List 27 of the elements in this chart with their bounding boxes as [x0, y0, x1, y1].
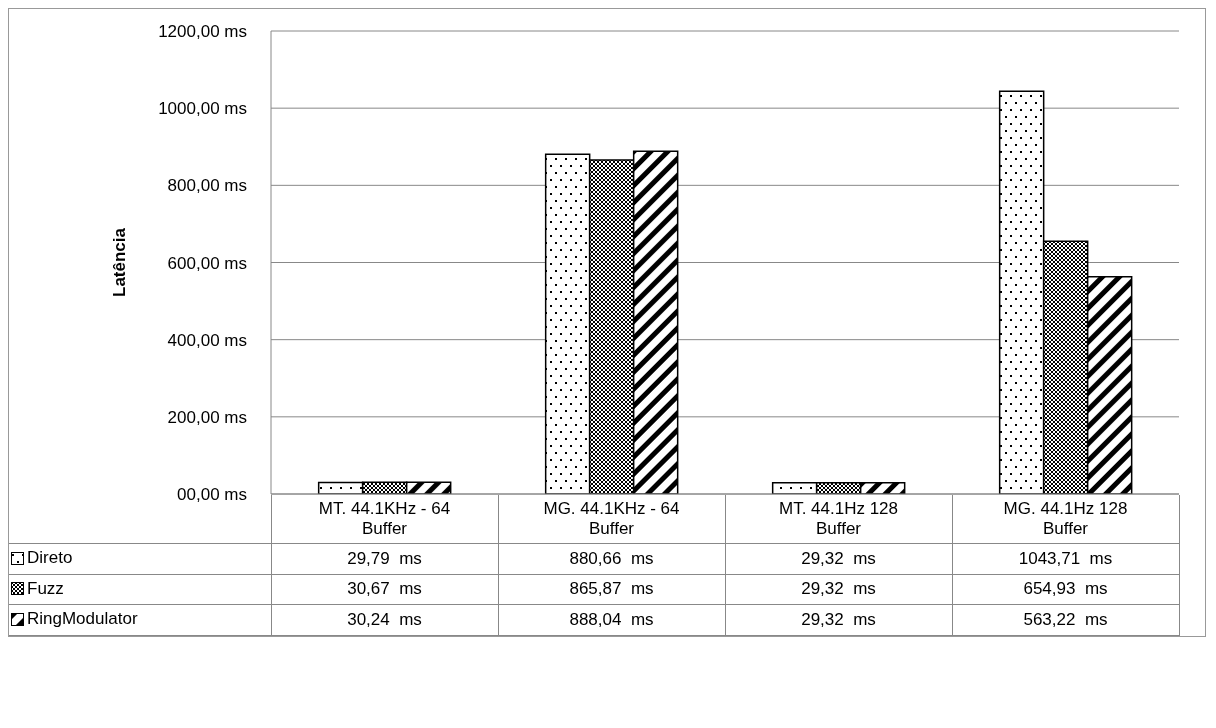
legend-label: Direto: [27, 548, 73, 568]
data-label: 865,87 ms: [498, 574, 725, 605]
data-label: 880,66 ms: [498, 543, 725, 574]
legend-label: RingModulator: [27, 609, 138, 629]
data-label: 29,32 ms: [725, 604, 952, 635]
y-tick-label: 800,00 ms: [167, 176, 247, 196]
legend-label: Fuzz: [27, 578, 64, 599]
data-label: 30,24 ms: [271, 604, 498, 635]
x-tick-label: MG. 44.1Hz 128 Buffer: [952, 495, 1179, 544]
y-tick-label: 1000,00 ms: [158, 99, 247, 119]
x-tick-label: MG. 44.1KHz - 64 Buffer: [498, 495, 725, 544]
data-label: 1043,71 ms: [952, 543, 1179, 574]
data-label: 563,22 ms: [952, 604, 1179, 635]
x-tick-label: MT. 44.1Hz 128 Buffer: [725, 495, 952, 544]
y-tick-label: 600,00 ms: [167, 253, 247, 273]
y-tick-label: 00,00 ms: [177, 485, 247, 505]
data-label: 30,67 ms: [271, 574, 498, 605]
data-label: 654,93 ms: [952, 574, 1179, 605]
y-tick-label: 1200,00 ms: [158, 22, 247, 42]
y-tick-label: 200,00 ms: [167, 407, 247, 427]
data-label: 888,04 ms: [498, 604, 725, 635]
y-tick-label: 400,00 ms: [167, 330, 247, 350]
data-label: 29,32 ms: [725, 543, 952, 574]
x-tick-label: MT. 44.1KHz - 64 Buffer: [271, 495, 498, 544]
y-axis-title: Latência: [110, 227, 130, 297]
data-label: 29,32 ms: [725, 574, 952, 605]
data-label: 29,79 ms: [271, 543, 498, 574]
